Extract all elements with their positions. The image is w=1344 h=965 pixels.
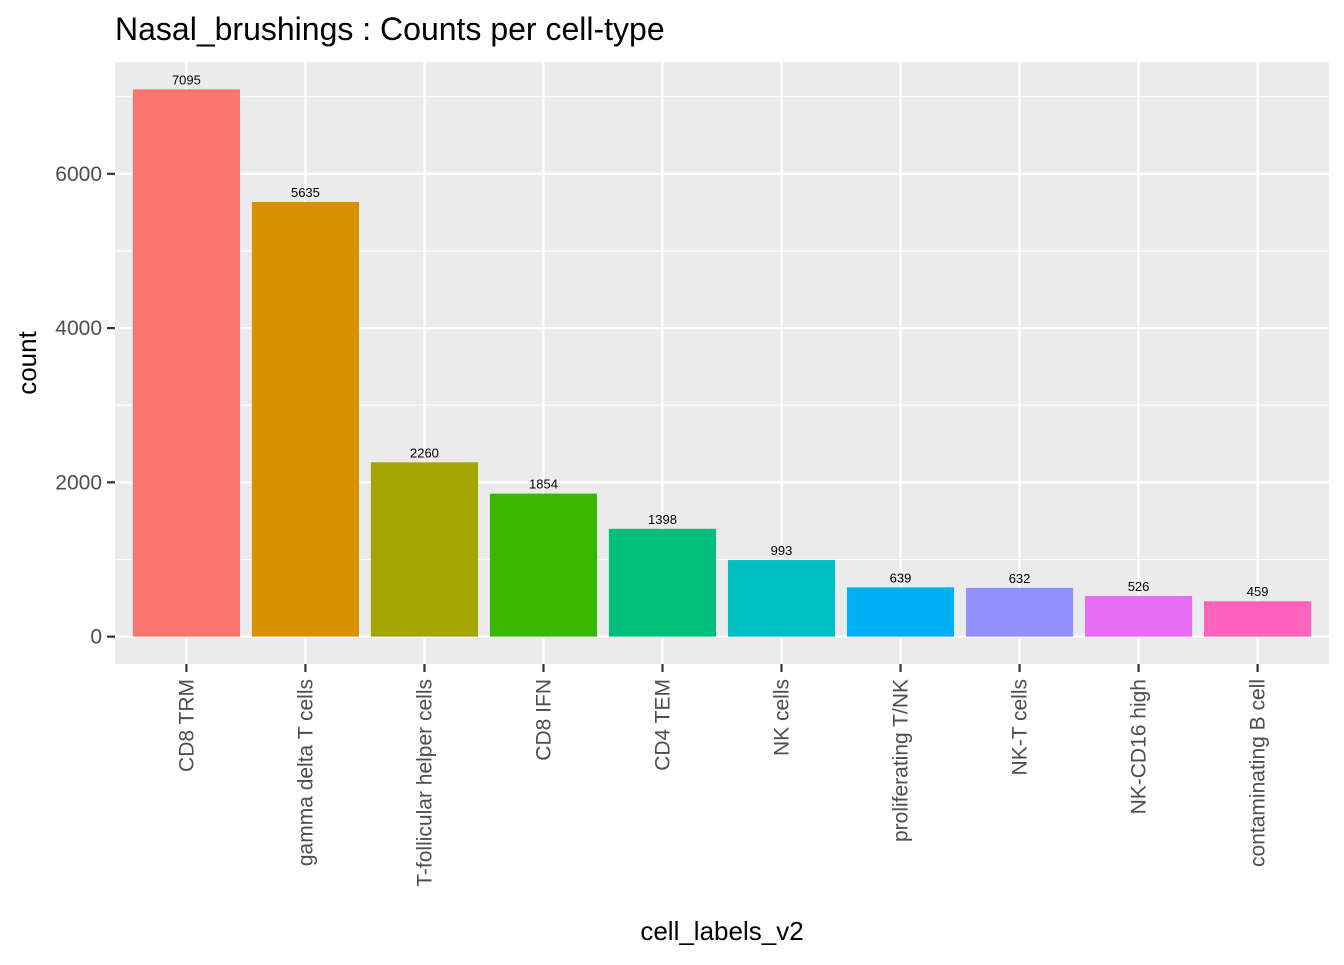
bar [727,560,836,637]
bar [132,89,240,637]
bar-value-labels: 7095 5635 2260 1854 1398 993 639 632 526 459 [172,72,1268,599]
x-tick-label: T-follicular helper cells [413,679,436,887]
bar-value-label: 1854 [529,477,558,492]
x-axis: CD8 TRM gamma delta T cells T-follicular h… [175,664,1270,887]
y-axis: 0 2000 4000 6000 [55,163,115,649]
y-axis-title: count [12,330,42,394]
x-axis-title: cell_labels_v2 [640,916,803,946]
bar [965,587,1074,637]
bar-value-label: 993 [771,543,793,558]
bar [1085,596,1193,637]
bar-value-label: 5635 [291,185,320,200]
x-tick-label: CD4 TEM [651,679,674,771]
y-tick-label: 4000 [55,317,102,340]
bar [1204,601,1312,637]
bar-value-label: 639 [890,570,912,585]
bar-value-label: 459 [1247,584,1269,599]
x-tick-label: CD8 TRM [175,679,198,772]
bars [132,89,1312,637]
bar [370,462,479,637]
bar-value-label: 7095 [172,72,201,87]
bar [489,493,598,637]
bar-value-label: 526 [1128,579,1150,594]
x-tick-label: contaminating B cell [1247,679,1270,867]
x-tick-label: gamma delta T cells [294,679,317,866]
x-tick-label: proliferating T/NK [890,679,913,842]
chart-title: Nasal_brushings : Counts per cell-type [115,11,665,47]
x-tick-label: NK-CD16 high [1128,679,1151,814]
bar-value-label: 632 [1009,571,1031,586]
x-tick-label: CD8 IFN [532,679,555,761]
bar-value-label: 1398 [648,512,677,527]
y-tick-label: 2000 [55,471,102,494]
bar [608,528,717,637]
x-tick-label: NK cells [771,679,794,756]
bar [846,587,955,637]
y-tick-label: 6000 [55,163,102,186]
bar [251,201,359,637]
x-tick-label: NK-T cells [1009,679,1032,775]
bar-value-label: 2260 [410,445,439,460]
y-tick-label: 0 [90,626,102,649]
